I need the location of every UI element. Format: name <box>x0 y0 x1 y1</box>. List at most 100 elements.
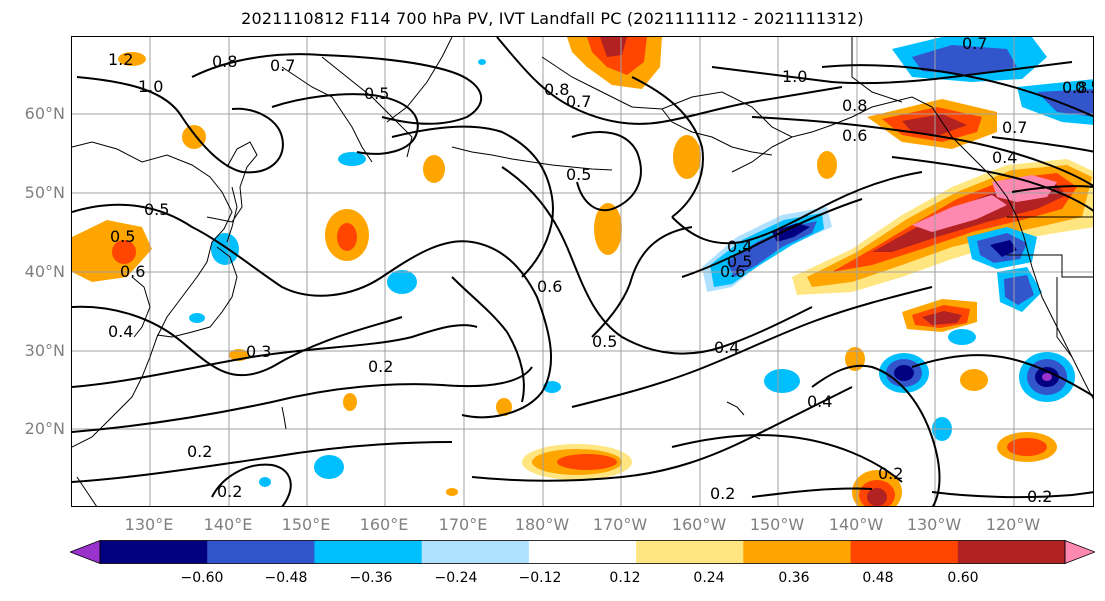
contour-label: 0.6 <box>537 277 562 296</box>
contour-label: 0.7 <box>270 56 295 75</box>
contour-labels: 1.2 0.8 0.7 1.0 0.5 0.8 0.7 1.0 0.8 0.6 … <box>108 37 1094 506</box>
positive-anomaly <box>343 393 357 411</box>
contour-label: 0.2 <box>368 357 393 376</box>
colorbar-segment <box>957 540 1066 564</box>
negative-anomaly <box>314 455 344 479</box>
negative-anomaly <box>990 240 1017 257</box>
graticule <box>72 37 1093 506</box>
positive-anomaly <box>817 151 837 179</box>
positive-anomaly <box>337 223 357 251</box>
lon-label-130e: 130°E <box>124 515 174 534</box>
contour-label: 0.4 <box>108 322 133 341</box>
colorbar-tick-label: 0.36 <box>778 570 810 586</box>
colorbar <box>70 540 1095 564</box>
contour-label: 0.5 <box>592 332 617 351</box>
shaded-anomalies <box>72 37 1093 506</box>
contour-label: 0.5 <box>1075 78 1094 97</box>
contour-label: 0.8 <box>1062 78 1087 97</box>
colorbar-segment <box>421 540 530 564</box>
contour-label: 0.5 <box>110 227 135 246</box>
map-canvas: 1.2 0.8 0.7 1.0 0.5 0.8 0.7 1.0 0.8 0.6 … <box>72 37 1094 506</box>
colorbar-segment <box>100 540 208 564</box>
positive-anomaly <box>496 398 512 416</box>
contour-label: 0.5 <box>364 84 389 103</box>
negative-anomaly <box>948 329 976 345</box>
negative-anomaly <box>772 223 810 242</box>
positive-anomaly <box>112 240 136 264</box>
positive-anomaly <box>182 125 206 149</box>
positive-anomaly <box>587 37 647 75</box>
colorbar-segment <box>207 540 315 564</box>
negative-anomaly <box>259 477 271 487</box>
negative-anomaly <box>387 270 417 294</box>
contour-label: 1.2 <box>108 50 133 69</box>
contour-label: 0.2 <box>187 442 212 461</box>
contour-label: 0.6 <box>720 262 745 281</box>
negative-anomaly <box>912 45 1017 75</box>
colorbar-extend-low <box>70 540 101 564</box>
colorbar-segment <box>314 540 423 564</box>
pv-contours <box>72 37 1093 506</box>
colorbar-tick-label: −0.48 <box>264 570 308 586</box>
colorbar-tick-label: −0.24 <box>434 570 478 586</box>
contour-label: 0.5 <box>727 252 752 271</box>
colorbar-tick-label: 0.24 <box>693 570 725 586</box>
lon-label-150e: 150°E <box>281 515 331 534</box>
lat-label-60n: 60°N <box>24 104 65 123</box>
lon-label-160e: 160°E <box>359 515 409 534</box>
lon-label-180w: 180°W <box>514 515 570 534</box>
positive-anomaly <box>446 488 458 496</box>
colorbar-tick-label: 0.12 <box>609 570 641 586</box>
contour-label: 0.4 <box>807 392 832 411</box>
positive-anomaly <box>867 488 887 506</box>
positive-anomaly <box>1007 438 1047 456</box>
positive-anomaly <box>922 311 962 325</box>
lon-label-140e: 140°E <box>203 515 253 534</box>
coastlines <box>72 37 1093 506</box>
lat-label-20n: 20°N <box>24 419 65 438</box>
contour-label: 0.7 <box>1002 118 1027 137</box>
contour-label: 0.8 <box>212 52 237 71</box>
negative-anomaly <box>478 59 486 65</box>
negative-anomaly <box>189 313 205 323</box>
contour-label: 0.5 <box>144 200 169 219</box>
positive-anomaly <box>118 52 146 66</box>
lon-label-150w: 150°W <box>749 515 805 534</box>
contour-label: 0.4 <box>714 338 739 357</box>
lon-label-170e: 170°E <box>438 515 488 534</box>
lon-label-160w: 160°W <box>671 515 727 534</box>
positive-anomaly <box>992 175 1057 202</box>
positive-anomaly <box>673 135 701 179</box>
negative-anomaly <box>338 152 366 166</box>
colorbar-segment <box>528 540 637 564</box>
contour-label: 0.7 <box>962 37 987 53</box>
negative-anomaly <box>211 233 239 265</box>
contour-label: 0.2 <box>1027 487 1052 506</box>
contour-label: 0.2 <box>878 464 903 483</box>
colorbar-tick-label: −0.60 <box>180 570 224 586</box>
negative-anomaly <box>1004 275 1034 305</box>
contour-label: 0.8 <box>842 96 867 115</box>
lon-label-140w: 140°W <box>828 515 884 534</box>
negative-anomaly <box>1042 373 1052 381</box>
contour-label: 0.8 <box>544 80 569 99</box>
colorbar-segments <box>70 540 1095 564</box>
negative-anomaly <box>764 369 800 393</box>
lat-label-50n: 50°N <box>24 183 65 202</box>
contour-label: 0.5 <box>566 165 591 184</box>
colorbar-tick-label: 0.48 <box>862 570 894 586</box>
positive-anomaly <box>423 155 445 183</box>
contour-label: 1.0 <box>138 77 163 96</box>
lon-label-170w: 170°W <box>592 515 648 534</box>
colorbar-segment <box>636 540 744 564</box>
positive-anomaly <box>594 203 622 255</box>
lon-label-130w: 130°W <box>906 515 962 534</box>
map-panel: 1.2 0.8 0.7 1.0 0.5 0.8 0.7 1.0 0.8 0.6 … <box>71 36 1094 507</box>
contour-label: 0.3 <box>246 342 271 361</box>
lon-label-120w: 120°W <box>985 515 1041 534</box>
positive-anomaly <box>72 220 152 282</box>
colorbar-segment <box>850 540 959 564</box>
contour-label: 0.2 <box>710 484 735 503</box>
positive-anomaly <box>557 454 617 470</box>
positive-anomaly <box>912 195 1007 232</box>
